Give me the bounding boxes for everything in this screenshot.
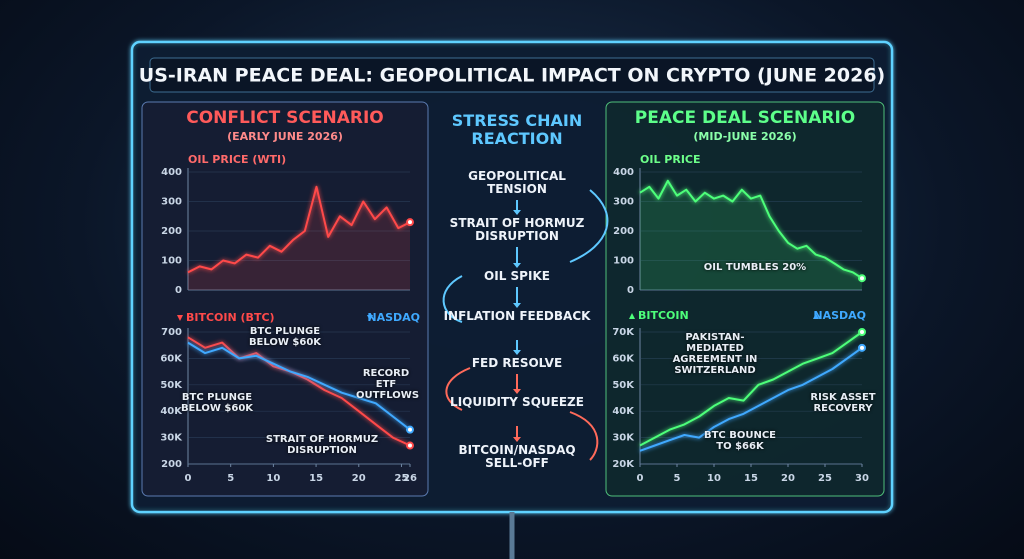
legend-label: NASDAQ: [813, 309, 866, 322]
y-tick-label: 100: [613, 256, 634, 267]
x-tick-label: 0: [185, 473, 192, 484]
y-tick-label: 50K: [160, 380, 183, 391]
flow-arrowhead: [513, 389, 521, 394]
y-tick-label: 300: [613, 197, 634, 208]
flow-curve: [569, 189, 609, 263]
flow-step: OIL SPIKE: [484, 269, 550, 283]
flow-step: LIQUIDITY SQUEEZE: [450, 395, 584, 409]
y-tick-label: 0: [627, 285, 634, 296]
end-point: [406, 425, 414, 434]
y-tick-label: 200: [161, 459, 182, 470]
annotation: RECORD ETF OUTFLOWS: [356, 368, 420, 401]
x-tick-label: 20: [781, 473, 795, 484]
line-area: [188, 186, 410, 290]
y-tick-label: 70K: [612, 327, 635, 338]
x-tick-label: 15: [744, 473, 758, 484]
end-point: [406, 218, 414, 227]
flow-arrowhead: [513, 303, 521, 308]
end-point: [858, 274, 866, 283]
line: [187, 185, 411, 274]
x-tick-label: 5: [227, 473, 234, 484]
legend-label: BITCOIN (BTC): [186, 311, 275, 324]
y-tick-label: 400: [613, 167, 634, 178]
legend-label: BITCOIN: [638, 309, 689, 322]
y-tick-label: 30K: [160, 433, 183, 444]
legend-label: NASDAQ: [367, 311, 420, 324]
line: [639, 346, 863, 452]
peace-panel: [605, 101, 885, 497]
y-tick-label: 200: [613, 226, 634, 237]
y-tick-label: 40K: [160, 406, 183, 417]
annotation: BTC BOUNCE TO $66K: [703, 430, 777, 452]
flow-arrowhead: [513, 350, 521, 355]
x-tick-label: 5: [674, 473, 681, 484]
y-tick-label: 0: [175, 285, 182, 296]
x-tick-label: 0: [637, 473, 644, 484]
panel-subheading: (EARLY JUNE 2026): [227, 130, 343, 143]
x-tick-label: 25: [818, 473, 832, 484]
y-tick-label: 400: [161, 167, 182, 178]
panel-subheading: (MID-JUNE 2026): [693, 130, 797, 143]
flow-step: BITCOIN/NASDAQ SELL-OFF: [458, 443, 576, 470]
y-tick-label: 30K: [612, 433, 635, 444]
panel-heading: CONFLICT SCENARIO: [186, 108, 384, 128]
legend-marker: [367, 315, 373, 321]
y-tick-label: 100: [161, 256, 182, 267]
line: [639, 179, 863, 280]
flow-step: STRAIT OF HORMUZ DISRUPTION: [449, 216, 585, 243]
flow-title: STRESS CHAIN REACTION: [451, 111, 583, 148]
annotation: BTC PLUNGE BELOW $60K: [180, 392, 254, 414]
flow-curve: [445, 367, 471, 411]
x-tick-label: 30: [855, 473, 869, 484]
line-area: [640, 180, 862, 290]
x-tick-label: 25: [395, 473, 409, 484]
end-point: [858, 343, 866, 352]
y-tick-label: 40K: [612, 406, 635, 417]
line: [187, 341, 411, 431]
y-tick-label: 200: [161, 226, 182, 237]
flow-arrowhead: [513, 437, 521, 442]
y-tick-label: 60K: [612, 353, 635, 364]
panel-heading: PEACE DEAL SCENARIO: [634, 108, 856, 128]
end-point: [406, 441, 414, 450]
y-tick-label: 20K: [612, 459, 635, 470]
flow-step: FED RESOLVE: [471, 356, 563, 370]
flow-step: INFLATION FEEDBACK: [443, 309, 591, 323]
y-tick-label: 300: [161, 197, 182, 208]
y-tick-label: 60K: [160, 353, 183, 364]
legend-marker: [177, 315, 183, 321]
flow-curve: [442, 275, 463, 323]
legend-marker: [629, 313, 635, 319]
annotation: BTC PLUNGE BELOW $60K: [248, 326, 322, 348]
flow-curve: [569, 411, 599, 461]
title: US-IRAN PEACE DEAL: GEOPOLITICAL IMPACT …: [139, 65, 885, 87]
annotation: RISK ASSET RECOVERY: [810, 392, 876, 414]
y-tick-label: 50K: [612, 380, 635, 391]
x-tick-label: 26: [403, 473, 417, 484]
x-tick-label: 10: [266, 473, 280, 484]
title-bar: [149, 57, 875, 93]
y-tick-label: 700: [161, 327, 182, 338]
line: [187, 336, 411, 447]
chart-title: OIL PRICE (WTI): [188, 153, 286, 166]
annotation: PAKISTAN-MEDIATED AGREEMENT IN SWITZERLA…: [672, 332, 758, 376]
x-tick-label: 20: [352, 473, 366, 484]
chart-title: OIL PRICE: [640, 153, 701, 166]
end-point: [858, 328, 866, 336]
x-tick-label: 10: [707, 473, 721, 484]
annotation: OIL TUMBLES 20%: [703, 262, 807, 273]
legend-marker: [813, 313, 819, 319]
flow-step: GEOPOLITICAL TENSION: [468, 169, 566, 196]
flow-arrowhead: [513, 263, 521, 268]
annotation: STRAIT OF HORMUZ DISRUPTION: [265, 434, 379, 456]
line: [639, 331, 863, 447]
flow-arrowhead: [513, 210, 521, 215]
x-tick-label: 15: [309, 473, 323, 484]
